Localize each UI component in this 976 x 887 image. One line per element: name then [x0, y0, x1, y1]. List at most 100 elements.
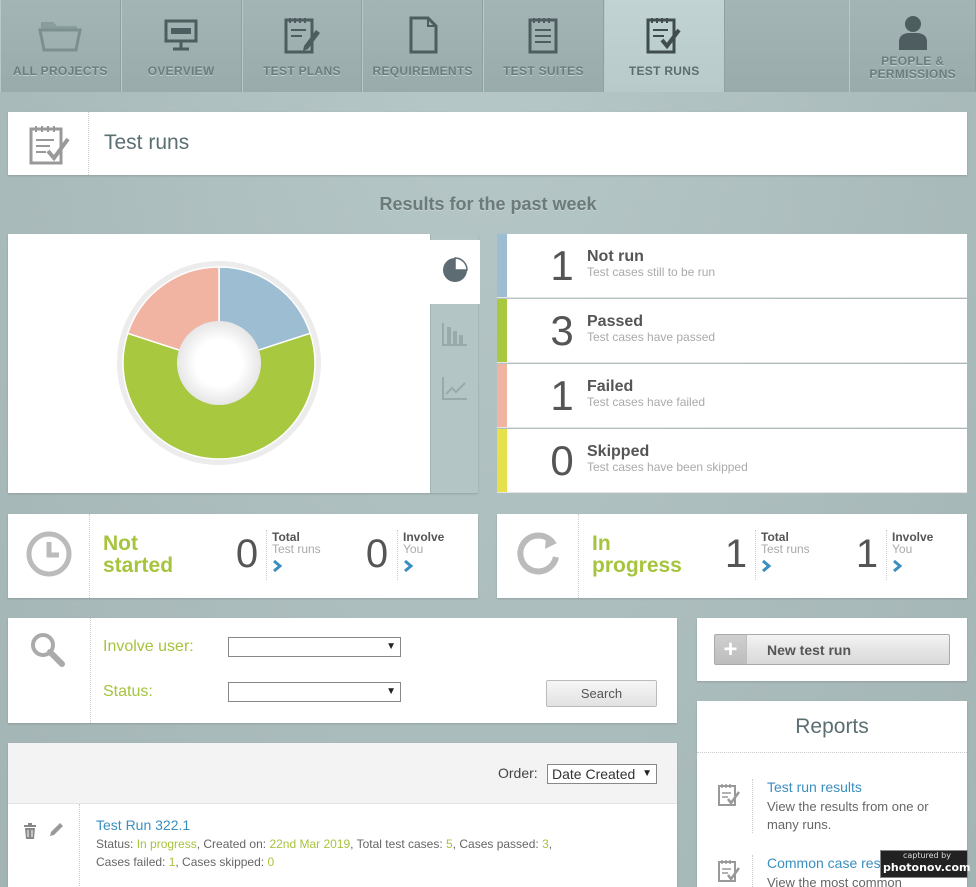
summary-title-line: In: [592, 532, 611, 555]
detail-separator: ,: [548, 837, 553, 851]
results-chart-panel: [8, 234, 480, 493]
tab-test-plans[interactable]: TEST PLANS: [241, 0, 363, 92]
search-panel: Involve user: ▼ Status: ▼ Search: [8, 618, 677, 723]
document-icon: [405, 16, 441, 59]
stat-passed: 3 Passed Test cases have passed: [497, 299, 967, 363]
line-chart-tab[interactable]: [431, 358, 479, 422]
divider: [90, 618, 91, 723]
stat-label: Failed: [587, 378, 634, 395]
stat-description: Test cases have failed: [587, 395, 706, 409]
stat-skipped: 0 Skipped Test cases have been skipped: [497, 429, 967, 493]
status-label: Status:: [103, 683, 153, 700]
involve-meta: Involve You: [886, 530, 933, 580]
stat-color-bar: [497, 364, 507, 427]
tab-test-suites[interactable]: TEST SUITES: [483, 0, 604, 92]
involve-sublabel: You: [403, 542, 424, 556]
report-link[interactable]: Test run results: [767, 779, 862, 795]
tab-label: TEST RUNS: [628, 64, 700, 78]
summary-not-started: Not started 0 Total Test runs 0 Involve …: [8, 514, 478, 598]
involve-user-select[interactable]: ▼: [228, 637, 401, 657]
summary-title-line: progress: [592, 554, 682, 577]
status-select[interactable]: ▼: [228, 682, 401, 702]
chevron-right-icon[interactable]: [761, 559, 772, 577]
detail-label: Cases failed:: [96, 855, 169, 869]
top-nav: ALL PROJECTS OVERVIEW TEST PLANS REQUIRE…: [0, 0, 976, 92]
detail-label: , Total test cases:: [350, 837, 446, 851]
dropdown-caret-icon: ▼: [386, 641, 396, 652]
divider: [752, 855, 753, 887]
detail-status: In progress: [136, 837, 197, 851]
test-runs-list: Order: Date Created ▼ Test Run 322.1 Sta…: [8, 743, 677, 887]
bar-chart-icon: [441, 321, 469, 352]
tab-all-projects[interactable]: ALL PROJECTS: [0, 0, 121, 92]
bar-chart-tab[interactable]: [431, 304, 479, 368]
total-sublabel: Test runs: [761, 542, 810, 556]
order-select[interactable]: Date Created ▼: [547, 764, 657, 784]
pencil-icon[interactable]: [48, 822, 64, 843]
tab-label: PEOPLE & PERMISSIONS: [869, 54, 956, 81]
total-sublabel: Test runs: [272, 542, 321, 556]
new-test-run-label: New test run: [767, 642, 852, 658]
trash-icon[interactable]: [23, 823, 37, 844]
tab-test-runs[interactable]: TEST RUNS: [603, 0, 725, 92]
chevron-right-icon[interactable]: [892, 559, 903, 577]
stat-count: 1: [550, 242, 574, 289]
divider: [752, 779, 753, 833]
tab-people-permissions[interactable]: PEOPLE & PERMISSIONS: [849, 0, 976, 92]
report-link[interactable]: Common case results: [767, 855, 903, 871]
results-stats: 1 Not run Test cases still to be run 3 P…: [497, 234, 967, 493]
plus-icon: +: [715, 635, 747, 664]
involve-label: Involve: [892, 530, 934, 544]
pie-chart-tab[interactable]: [430, 240, 480, 304]
stat-count: 1: [550, 372, 574, 419]
refresh-icon: [513, 529, 563, 584]
stat-description: Test cases still to be run: [587, 265, 716, 279]
test-run-row: Test Run 322.1 Status: In progress, Crea…: [8, 803, 677, 887]
stat-color-bar: [497, 429, 507, 492]
notepad-check-icon: [644, 16, 684, 59]
summary-title-line: Not: [103, 532, 138, 555]
report-description: View the most common: [767, 875, 902, 887]
detail-failed: 1: [168, 855, 176, 869]
involve-label: Involve: [403, 530, 445, 544]
reports-heading: Reports: [697, 701, 967, 753]
detail-passed: 3: [542, 837, 549, 851]
search-button[interactable]: Search: [546, 680, 657, 707]
detail-label: , Created on:: [196, 837, 270, 851]
tab-requirements[interactable]: REQUIREMENTS: [362, 0, 484, 92]
summary-icon-box: [8, 514, 90, 598]
tab-label: OVERVIEW: [147, 64, 215, 78]
tab-overview[interactable]: OVERVIEW: [120, 0, 242, 92]
nav-spacer: [724, 0, 850, 92]
involve-meta: Involve You: [397, 530, 444, 580]
summary-title: Not started: [103, 533, 173, 577]
total-meta: Total Test runs: [266, 530, 321, 580]
folder-icon: [38, 16, 83, 57]
header-icon-box: [8, 112, 89, 175]
stat-count: 0: [550, 437, 574, 484]
notepad-check-icon: [717, 783, 741, 812]
page-title: Test runs: [104, 131, 190, 154]
summary-title-line: started: [103, 554, 174, 577]
watermark: captured by photonov.com: [880, 850, 970, 878]
week-heading: Results for the past week: [379, 194, 597, 214]
stat-color-bar: [497, 234, 507, 297]
watermark-line: captured by: [902, 851, 951, 860]
tab-label: ALL PROJECTS: [13, 64, 108, 78]
line-chart-icon: [441, 375, 469, 406]
stat-failed: 1 Failed Test cases have failed: [497, 364, 967, 428]
chevron-right-icon[interactable]: [403, 559, 414, 577]
list-document-icon: [525, 16, 561, 59]
detail-created: 22nd Mar 2019: [269, 837, 351, 851]
new-test-run-button[interactable]: + New test run: [714, 634, 950, 665]
summary-in-progress: In progress 1 Total Test runs 1 Involve …: [497, 514, 967, 598]
test-run-link[interactable]: Test Run 322.1: [96, 817, 191, 833]
report-description: View the results from one or many runs.: [767, 799, 929, 832]
total-meta: Total Test runs: [755, 530, 810, 580]
detail-label: Status:: [96, 837, 137, 851]
total-count: 0: [235, 532, 259, 576]
total-count: 1: [724, 532, 748, 576]
involve-sublabel: You: [892, 542, 913, 556]
chevron-right-icon[interactable]: [272, 559, 283, 577]
stat-label: Not run: [587, 248, 644, 265]
